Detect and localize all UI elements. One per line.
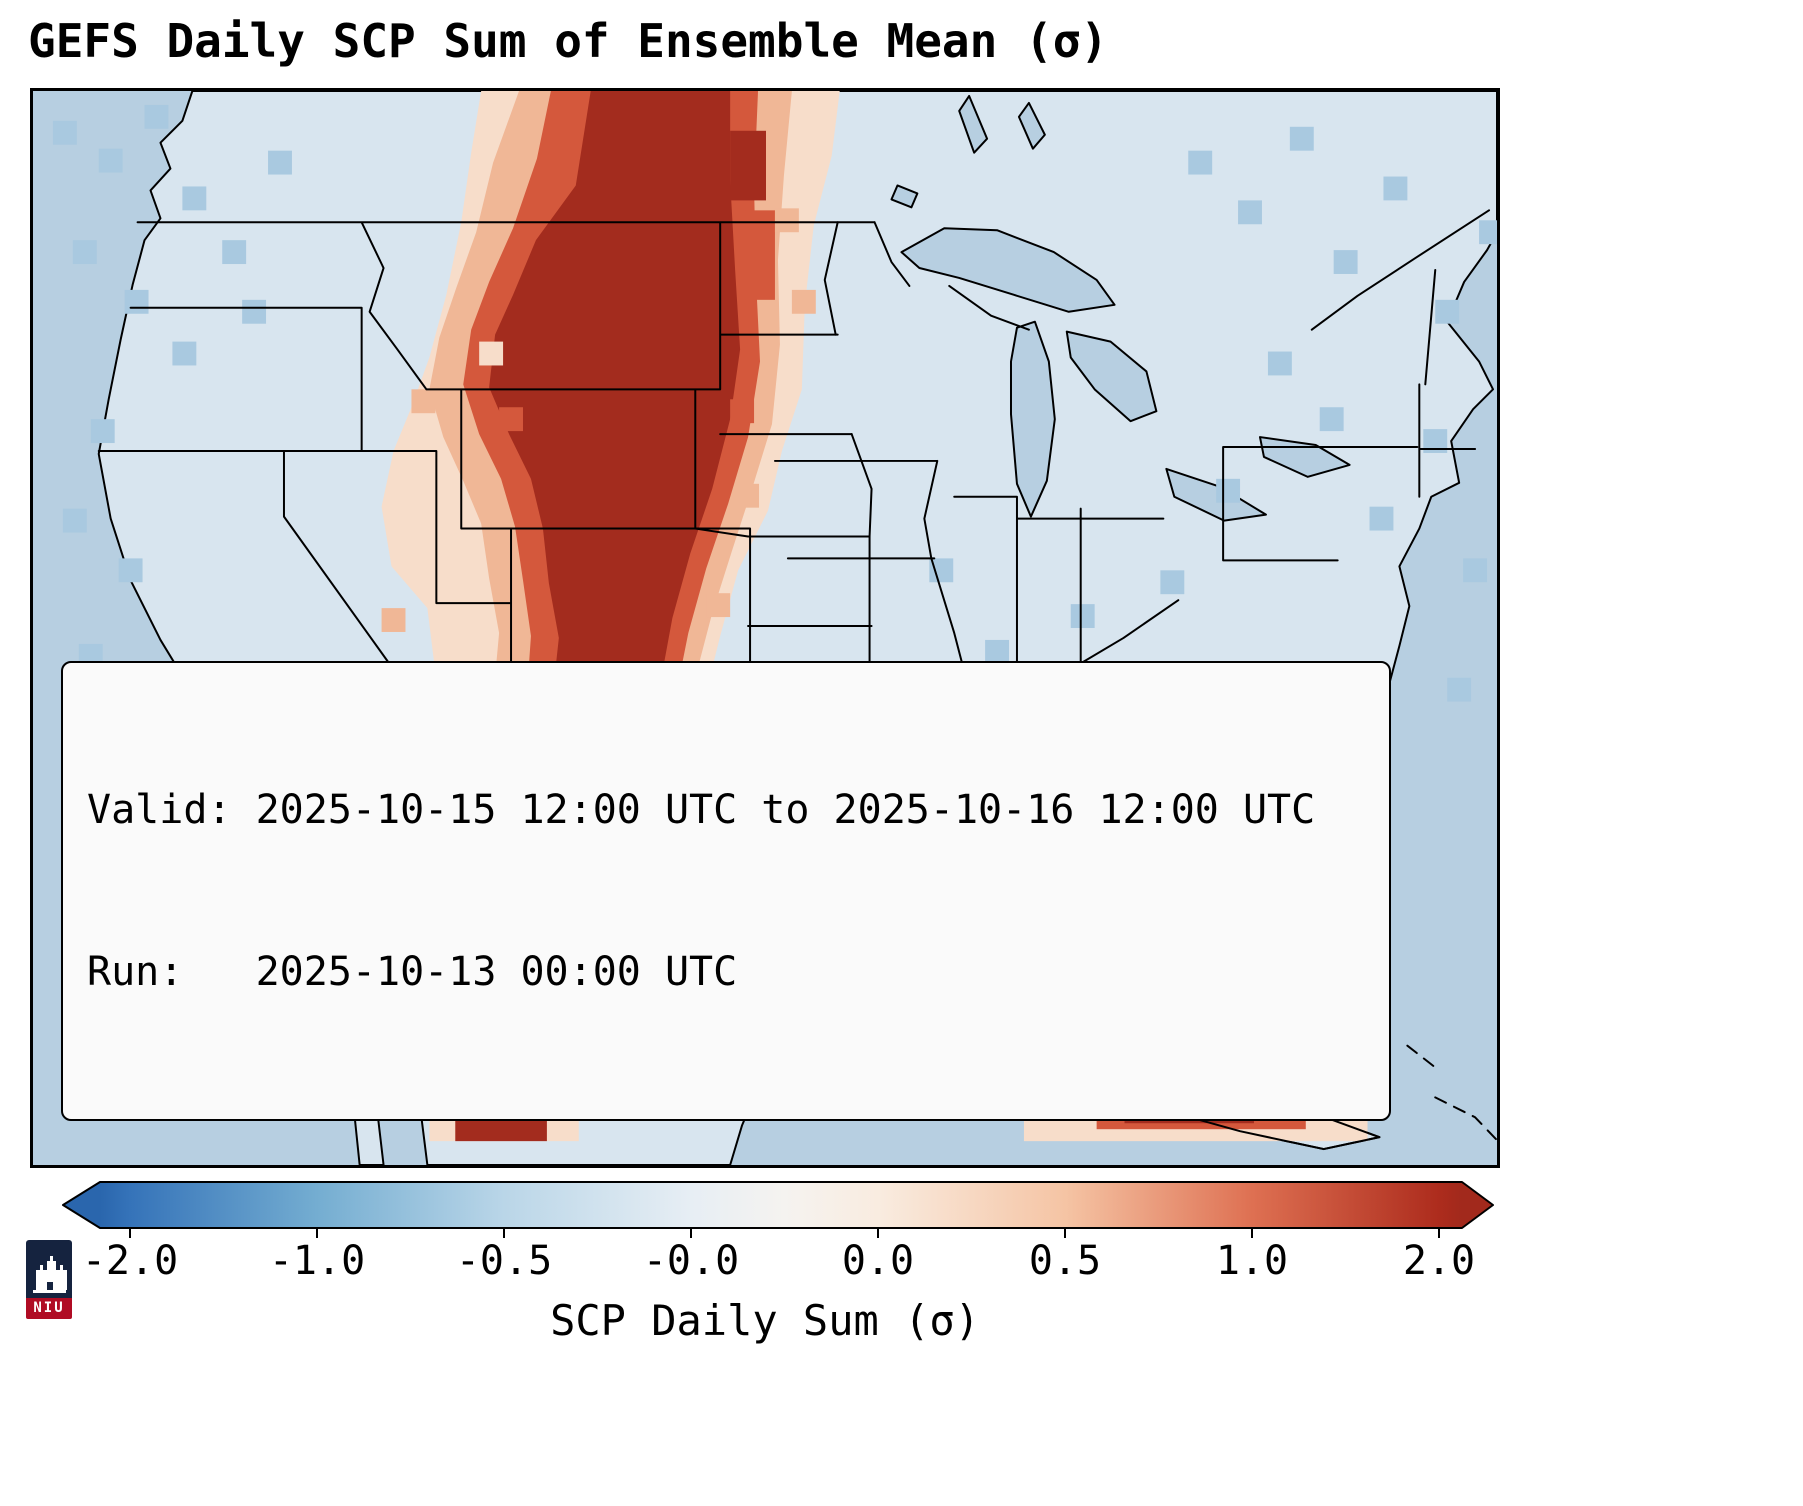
colorbar-tick-label: -2.0: [81, 1238, 179, 1284]
validity-info-box: Valid: 2025-10-15 12:00 UTC to 2025-10-1…: [61, 661, 1391, 1121]
bahamas-dashed-coast: [1406, 1044, 1497, 1142]
colorbar-tick-label: -1.0: [268, 1238, 366, 1284]
niu-building-icon: [26, 1240, 72, 1298]
colorbar: [62, 1181, 1494, 1238]
colorbar-axis-label: SCP Daily Sum (σ): [550, 1296, 980, 1345]
colorbar-tick-label: 0.5: [1028, 1238, 1102, 1284]
valid-time-text: Valid: 2025-10-15 12:00 UTC to 2025-10-1…: [87, 787, 1316, 833]
colorbar-tick-labels: -2.0 -1.0 -0.5 -0.0 0.0 0.5 1.0 2.0: [0, 1238, 1803, 1288]
niu-logo: NIU: [26, 1240, 72, 1319]
colorbar-tick-label: -0.5: [455, 1238, 553, 1284]
colorbar-gradient-bar: [62, 1181, 1494, 1229]
niu-logo-text: NIU: [26, 1298, 72, 1319]
colorbar-tick-marks: [129, 1228, 1440, 1238]
colorbar-tick-label: 2.0: [1402, 1238, 1476, 1284]
figure-title: GEFS Daily SCP Sum of Ensemble Mean (σ): [28, 14, 1109, 68]
run-time-text: Run: 2025-10-13 00:00 UTC: [87, 949, 738, 995]
map-panel: Valid: 2025-10-15 12:00 UTC to 2025-10-1…: [30, 88, 1500, 1168]
colorbar-tick-label: -0.0: [642, 1238, 740, 1284]
colorbar-tick-label: 1.0: [1215, 1238, 1289, 1284]
colorbar-tick-label: 0.0: [841, 1238, 915, 1284]
